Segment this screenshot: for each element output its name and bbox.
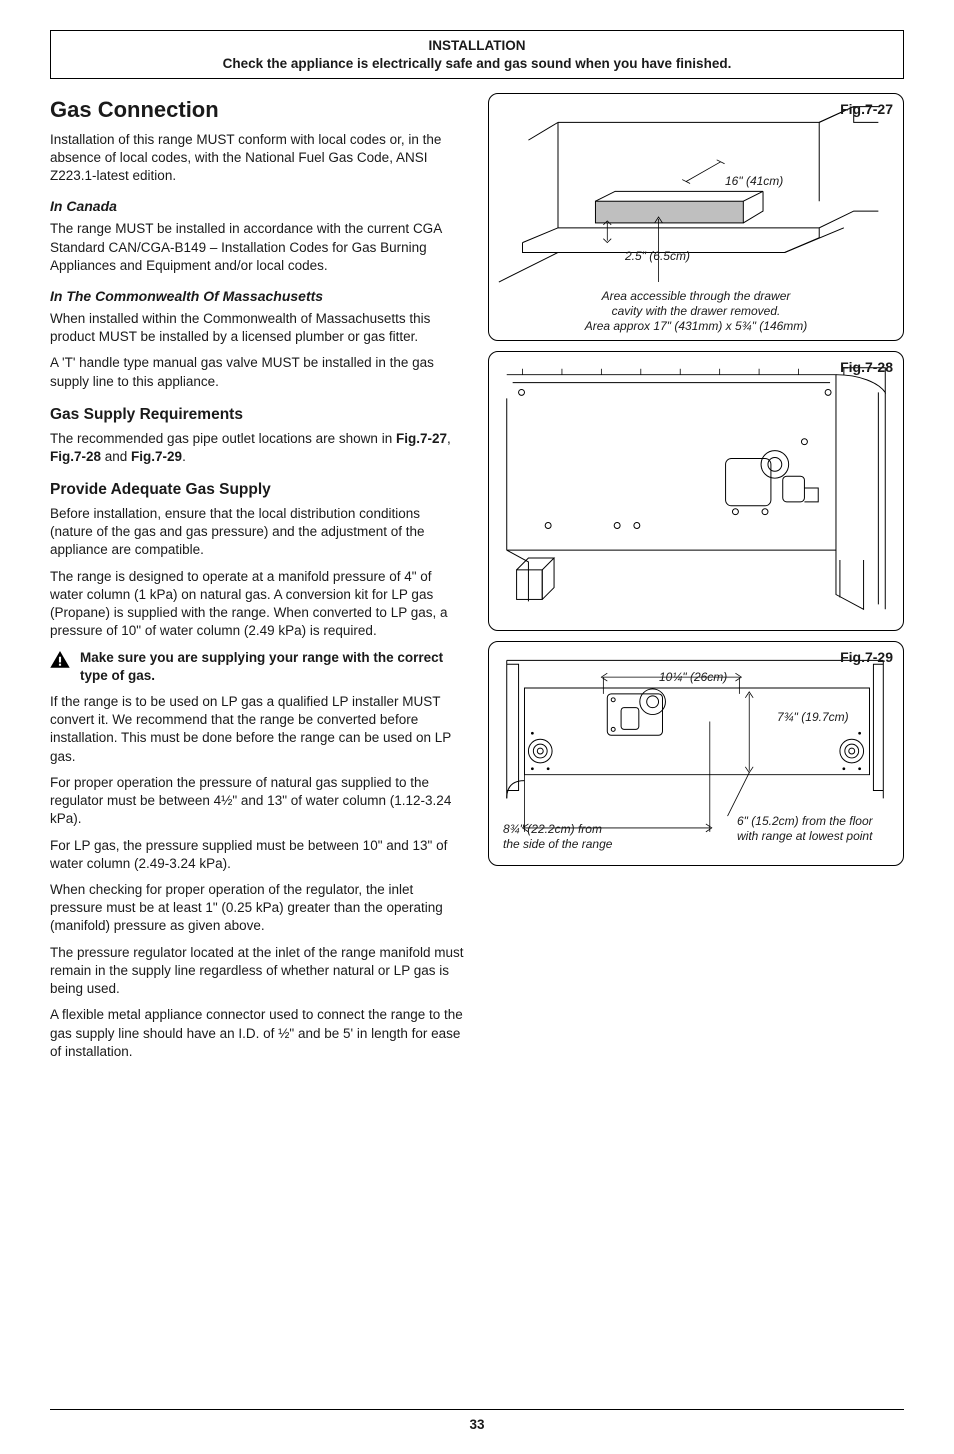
- ref-fig-7-27: Fig.7-27: [396, 431, 447, 446]
- lp-paragraph-6: A flexible metal appliance connector use…: [50, 1006, 466, 1061]
- fig27-note-line1: Area accessible through the drawer: [602, 289, 791, 303]
- page-footer: 33: [50, 1409, 904, 1434]
- intro-paragraph: Installation of this range MUST conform …: [50, 131, 466, 186]
- figure-7-29: Fig.7-29: [488, 641, 904, 866]
- supply-text-pre: The recommended gas pipe outlet location…: [50, 431, 396, 446]
- figure-7-29-label: Fig.7-29: [840, 648, 893, 667]
- fig29-dim-8in-line1: 8¾" (22.2cm) from: [503, 822, 602, 836]
- lp-paragraph-1: If the range is to be used on LP gas a q…: [50, 693, 466, 766]
- gas-supply-req-paragraph: The recommended gas pipe outlet location…: [50, 430, 466, 466]
- in-canada-heading: In Canada: [50, 197, 466, 216]
- gas-supply-req-heading: Gas Supply Requirements: [50, 405, 466, 426]
- lp-paragraph-2: For proper operation the pressure of nat…: [50, 774, 466, 829]
- figure-7-28-svg: [489, 352, 903, 630]
- in-mass-heading: In The Commonwealth Of Massachusetts: [50, 287, 466, 306]
- fig27-dim-16in: 16" (41cm): [725, 174, 783, 189]
- adequate-supply-p1: Before installation, ensure that the loc…: [50, 505, 466, 560]
- two-column-layout: Gas Connection Installation of this rang…: [50, 93, 904, 1069]
- adequate-supply-p2: The range is designed to operate at a ma…: [50, 568, 466, 641]
- right-column: Fig.7-27: [488, 93, 904, 1069]
- fig27-note-line2: cavity with the drawer removed.: [612, 304, 781, 318]
- figure-7-28-label: Fig.7-28: [840, 358, 893, 377]
- section-title: Gas Connection: [50, 95, 466, 125]
- installation-header-box: INSTALLATION Check the appliance is elec…: [50, 30, 904, 79]
- lp-paragraph-4: When checking for proper operation of th…: [50, 881, 466, 936]
- supply-comma-1: ,: [447, 431, 451, 446]
- supply-and: and: [101, 449, 131, 464]
- fig27-note-line3: Area approx 17" (431mm) x 5¾" (146mm): [585, 319, 808, 333]
- ref-fig-7-28: Fig.7-28: [50, 449, 101, 464]
- warning-row: Make sure you are supplying your range w…: [50, 649, 466, 685]
- fig29-dim-6in-line1: 6" (15.2cm) from the floor: [737, 814, 873, 828]
- left-column: Gas Connection Installation of this rang…: [50, 93, 466, 1069]
- fig29-dim-6in-line2: with range at lowest point: [737, 829, 872, 843]
- in-mass-paragraph-2: A 'T' handle type manual gas valve MUST …: [50, 354, 466, 390]
- figure-7-27-label: Fig.7-27: [840, 100, 893, 119]
- warning-text: Make sure you are supplying your range w…: [80, 649, 466, 685]
- in-canada-paragraph: The range MUST be installed in accordanc…: [50, 220, 466, 275]
- fig29-dim-6in: 6" (15.2cm) from the floor with range at…: [737, 814, 907, 844]
- supply-period: .: [182, 449, 186, 464]
- fig29-dim-8in: 8¾" (22.2cm) from the side of the range: [503, 822, 643, 852]
- installation-header-line1: INSTALLATION: [61, 37, 893, 55]
- installation-header-line2: Check the appliance is electrically safe…: [61, 55, 893, 73]
- fig29-dim-7in: 7¾" (19.7cm): [777, 710, 849, 725]
- fig27-dim-2-5in: 2.5" (6.5cm): [625, 249, 690, 264]
- page-number: 33: [469, 1417, 484, 1432]
- fig27-note: Area accessible through the drawer cavit…: [489, 289, 903, 334]
- fig29-dim-8in-line2: the side of the range: [503, 837, 612, 851]
- figure-7-28: Fig.7-28: [488, 351, 904, 631]
- lp-paragraph-3: For LP gas, the pressure supplied must b…: [50, 837, 466, 873]
- in-mass-paragraph-1: When installed within the Commonwealth o…: [50, 310, 466, 346]
- warning-icon: [50, 651, 70, 669]
- ref-fig-7-29: Fig.7-29: [131, 449, 182, 464]
- figure-7-27: Fig.7-27: [488, 93, 904, 341]
- fig29-dim-10in: 10¼" (26cm): [659, 670, 727, 685]
- adequate-supply-heading: Provide Adequate Gas Supply: [50, 480, 466, 501]
- lp-paragraph-5: The pressure regulator located at the in…: [50, 944, 466, 999]
